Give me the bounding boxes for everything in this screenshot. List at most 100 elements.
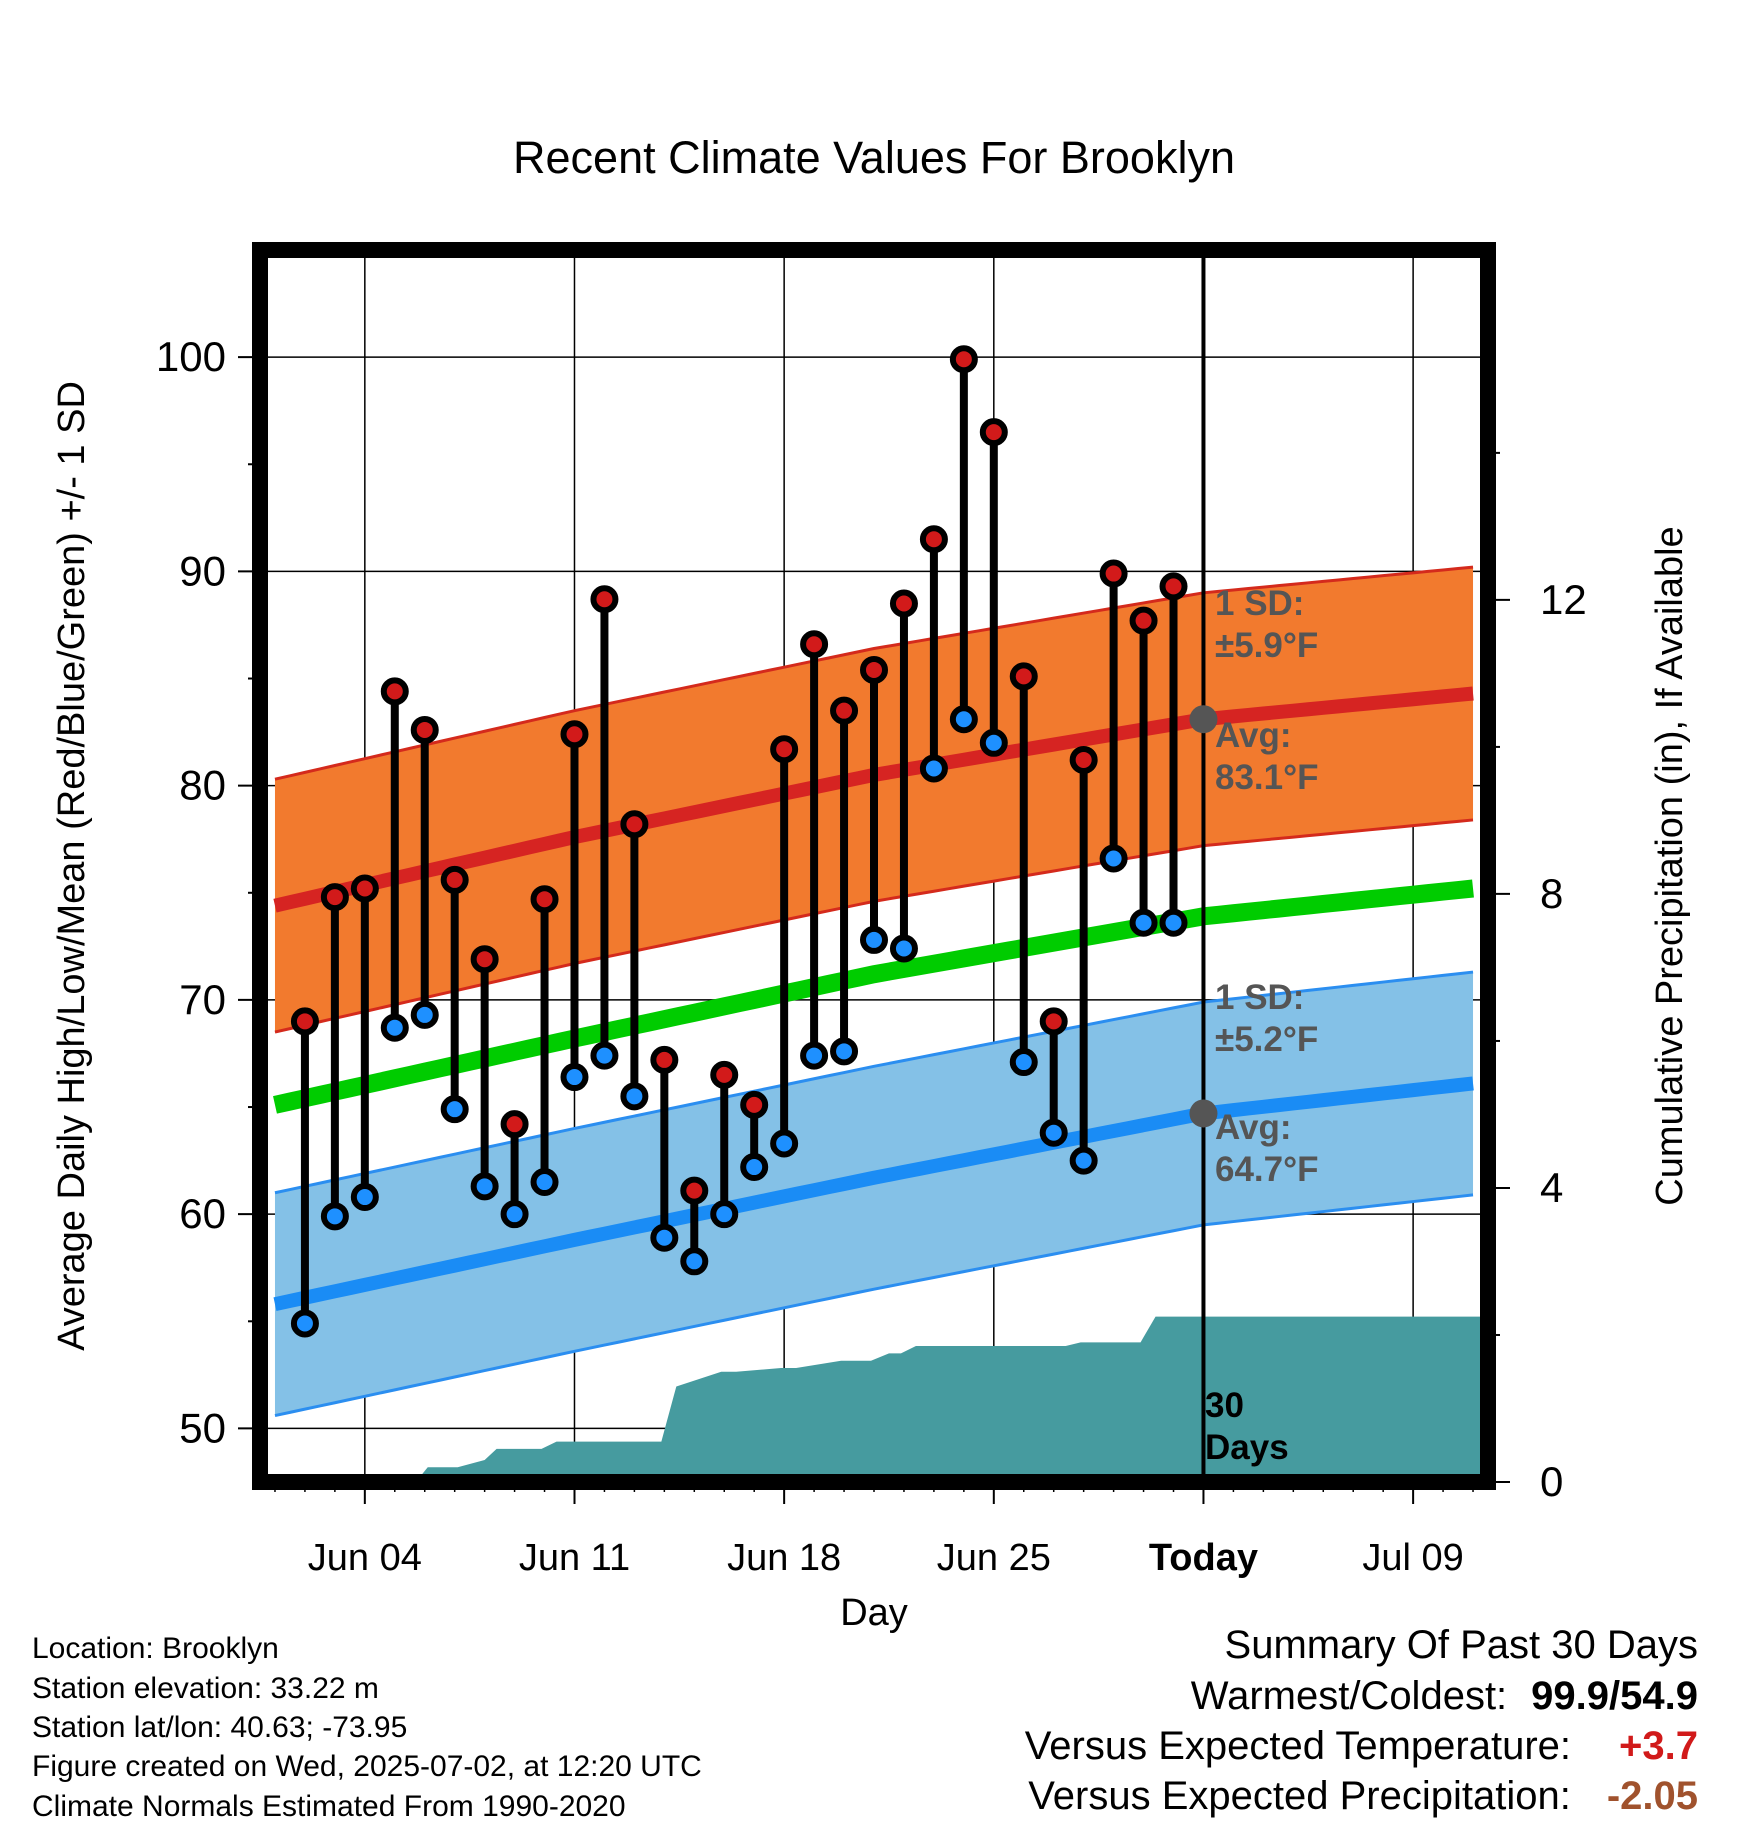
high-sd-value: ±5.9°F xyxy=(1215,626,1318,665)
daily-low-marker xyxy=(800,1041,829,1070)
daily-high-marker xyxy=(800,630,829,659)
daily-low-marker xyxy=(830,1037,859,1066)
normal-mean-line xyxy=(273,879,1474,1114)
daily-low-marker xyxy=(560,1063,589,1092)
daily-low-marker xyxy=(919,754,948,783)
daily-high-marker xyxy=(1099,559,1128,588)
daily-low-marker xyxy=(1129,908,1158,937)
precip-cumulative-area xyxy=(421,1316,1481,1475)
meta-location: Location: Brooklyn xyxy=(32,1632,279,1665)
warm-cold-value: 99.9/54.9 xyxy=(1531,1674,1698,1718)
y-tick-label-left: 90 xyxy=(179,547,226,594)
y-tick-label-left: 80 xyxy=(179,762,226,809)
daily-high-marker xyxy=(1069,745,1098,774)
x-axis-label: Day xyxy=(840,1592,908,1634)
daily-low-marker xyxy=(290,1309,319,1338)
daily-low-marker xyxy=(770,1129,799,1158)
y-tick-label-right: 0 xyxy=(1540,1458,1563,1505)
daily-high-marker xyxy=(949,345,978,374)
daily-low-marker xyxy=(320,1202,349,1231)
daily-low-marker xyxy=(1099,844,1128,873)
summary-precip-anomaly: Versus Expected Precipitation: -2.05 xyxy=(1028,1773,1698,1819)
low-avg-point xyxy=(1189,1099,1218,1128)
low-sd-lower-edge xyxy=(274,1193,1474,1418)
daily-high-marker xyxy=(290,1007,319,1036)
daily-high-marker xyxy=(500,1110,529,1139)
daily-low-marker xyxy=(979,728,1008,757)
daily-high-marker xyxy=(1129,606,1158,635)
daily-markers xyxy=(290,345,1188,1338)
meta-latlon: Station lat/lon: 40.63; -73.95 xyxy=(32,1711,408,1744)
daily-high-marker xyxy=(830,696,859,725)
precip-label-days: Days xyxy=(1205,1428,1289,1467)
daily-high-marker xyxy=(860,655,888,684)
meta-normals: Climate Normals Estimated From 1990-2020 xyxy=(32,1790,626,1823)
band-annotations: 1 SD: ±5.9°F Avg: 83.1°F 1 SD: ±5.2°F Av… xyxy=(1215,584,1319,1189)
daily-high-marker xyxy=(620,810,649,839)
daily-low-marker xyxy=(889,934,918,963)
annotation-points xyxy=(1189,705,1218,1128)
y-tick-label-left: 100 xyxy=(156,333,226,380)
x-tick-label: Jun 11 xyxy=(519,1537,630,1579)
meta-created: Figure created on Wed, 2025-07-02, at 12… xyxy=(32,1750,702,1783)
daily-low-marker xyxy=(1039,1118,1068,1147)
daily-high-marker xyxy=(740,1090,769,1119)
daily-high-marker xyxy=(380,677,409,706)
daily-high-marker xyxy=(350,874,379,903)
summary-warm-cold: Warmest/Coldest: 99.9/54.9 xyxy=(1191,1673,1698,1719)
y-tick-label-left: 50 xyxy=(179,1404,226,1451)
temp-anomaly-value: +3.7 xyxy=(1619,1724,1698,1768)
x-tick-label: Jul 09 xyxy=(1362,1537,1463,1579)
daily-high-marker xyxy=(770,735,799,764)
y-tick-label-right: 4 xyxy=(1540,1164,1563,1211)
low-avg-label: Avg: xyxy=(1215,1108,1291,1147)
daily-high-marker xyxy=(710,1060,739,1089)
daily-high-marker xyxy=(1039,1007,1068,1036)
high-sd-label: 1 SD: xyxy=(1215,584,1304,623)
right-axis: 0 4 8 12 xyxy=(1488,451,1587,1505)
daily-low-marker xyxy=(620,1082,649,1111)
plot-area xyxy=(267,257,1481,1475)
daily-low-marker xyxy=(1069,1146,1098,1175)
x-tick-label: Jun 25 xyxy=(937,1537,1051,1579)
y-axis-label-right: Cumulative Precipitation (in), If Availa… xyxy=(1649,526,1691,1205)
low-sd-label: 1 SD: xyxy=(1215,978,1304,1017)
high-avg-label: Avg: xyxy=(1215,716,1291,755)
daily-low-marker xyxy=(590,1041,619,1070)
high-avg-point xyxy=(1189,705,1218,734)
high-sd-upper-edge xyxy=(274,565,1474,781)
low-sd-band xyxy=(274,972,1474,1416)
daily-high-marker xyxy=(1009,662,1038,691)
daily-high-marker xyxy=(410,715,439,744)
daily-low-marker xyxy=(1159,908,1188,937)
daily-high-marker xyxy=(320,883,349,912)
daily-low-marker xyxy=(1009,1048,1038,1077)
daily-low-marker xyxy=(440,1095,469,1124)
x-tick-label: Jun 04 xyxy=(308,1537,422,1579)
daily-high-marker xyxy=(979,418,1008,447)
daily-low-marker xyxy=(680,1247,709,1276)
daily-high-marker xyxy=(560,720,589,749)
daily-high-marker xyxy=(919,525,948,554)
summary-heading: Summary Of Past 30 Days xyxy=(1224,1623,1698,1667)
daily-low-marker xyxy=(740,1153,769,1182)
daily-low-marker xyxy=(470,1172,499,1201)
y-axis-label-left: Average Daily High/Low/Mean (Red/Blue/Gr… xyxy=(51,381,93,1351)
daily-high-marker xyxy=(650,1045,679,1074)
y-tick-label-right: 12 xyxy=(1540,576,1587,623)
daily-low-marker xyxy=(500,1200,529,1229)
daily-high-marker xyxy=(889,589,918,618)
low-avg-value: 64.7°F xyxy=(1215,1150,1319,1189)
daily-low-marker xyxy=(530,1168,559,1197)
left-axis: 50 60 70 80 90 100 xyxy=(156,333,260,1451)
y-tick-label-left: 70 xyxy=(179,976,226,1023)
y-tick-label-right: 8 xyxy=(1540,870,1563,917)
precipitation-area xyxy=(421,1316,1481,1475)
low-sd-upper-edge xyxy=(274,970,1474,1195)
daily-low-marker xyxy=(410,1000,439,1029)
daily-low-marker xyxy=(710,1200,739,1229)
daily-high-marker xyxy=(680,1176,709,1205)
precip-anomaly-value: -2.05 xyxy=(1606,1774,1698,1818)
daily-high-marker xyxy=(440,865,469,894)
